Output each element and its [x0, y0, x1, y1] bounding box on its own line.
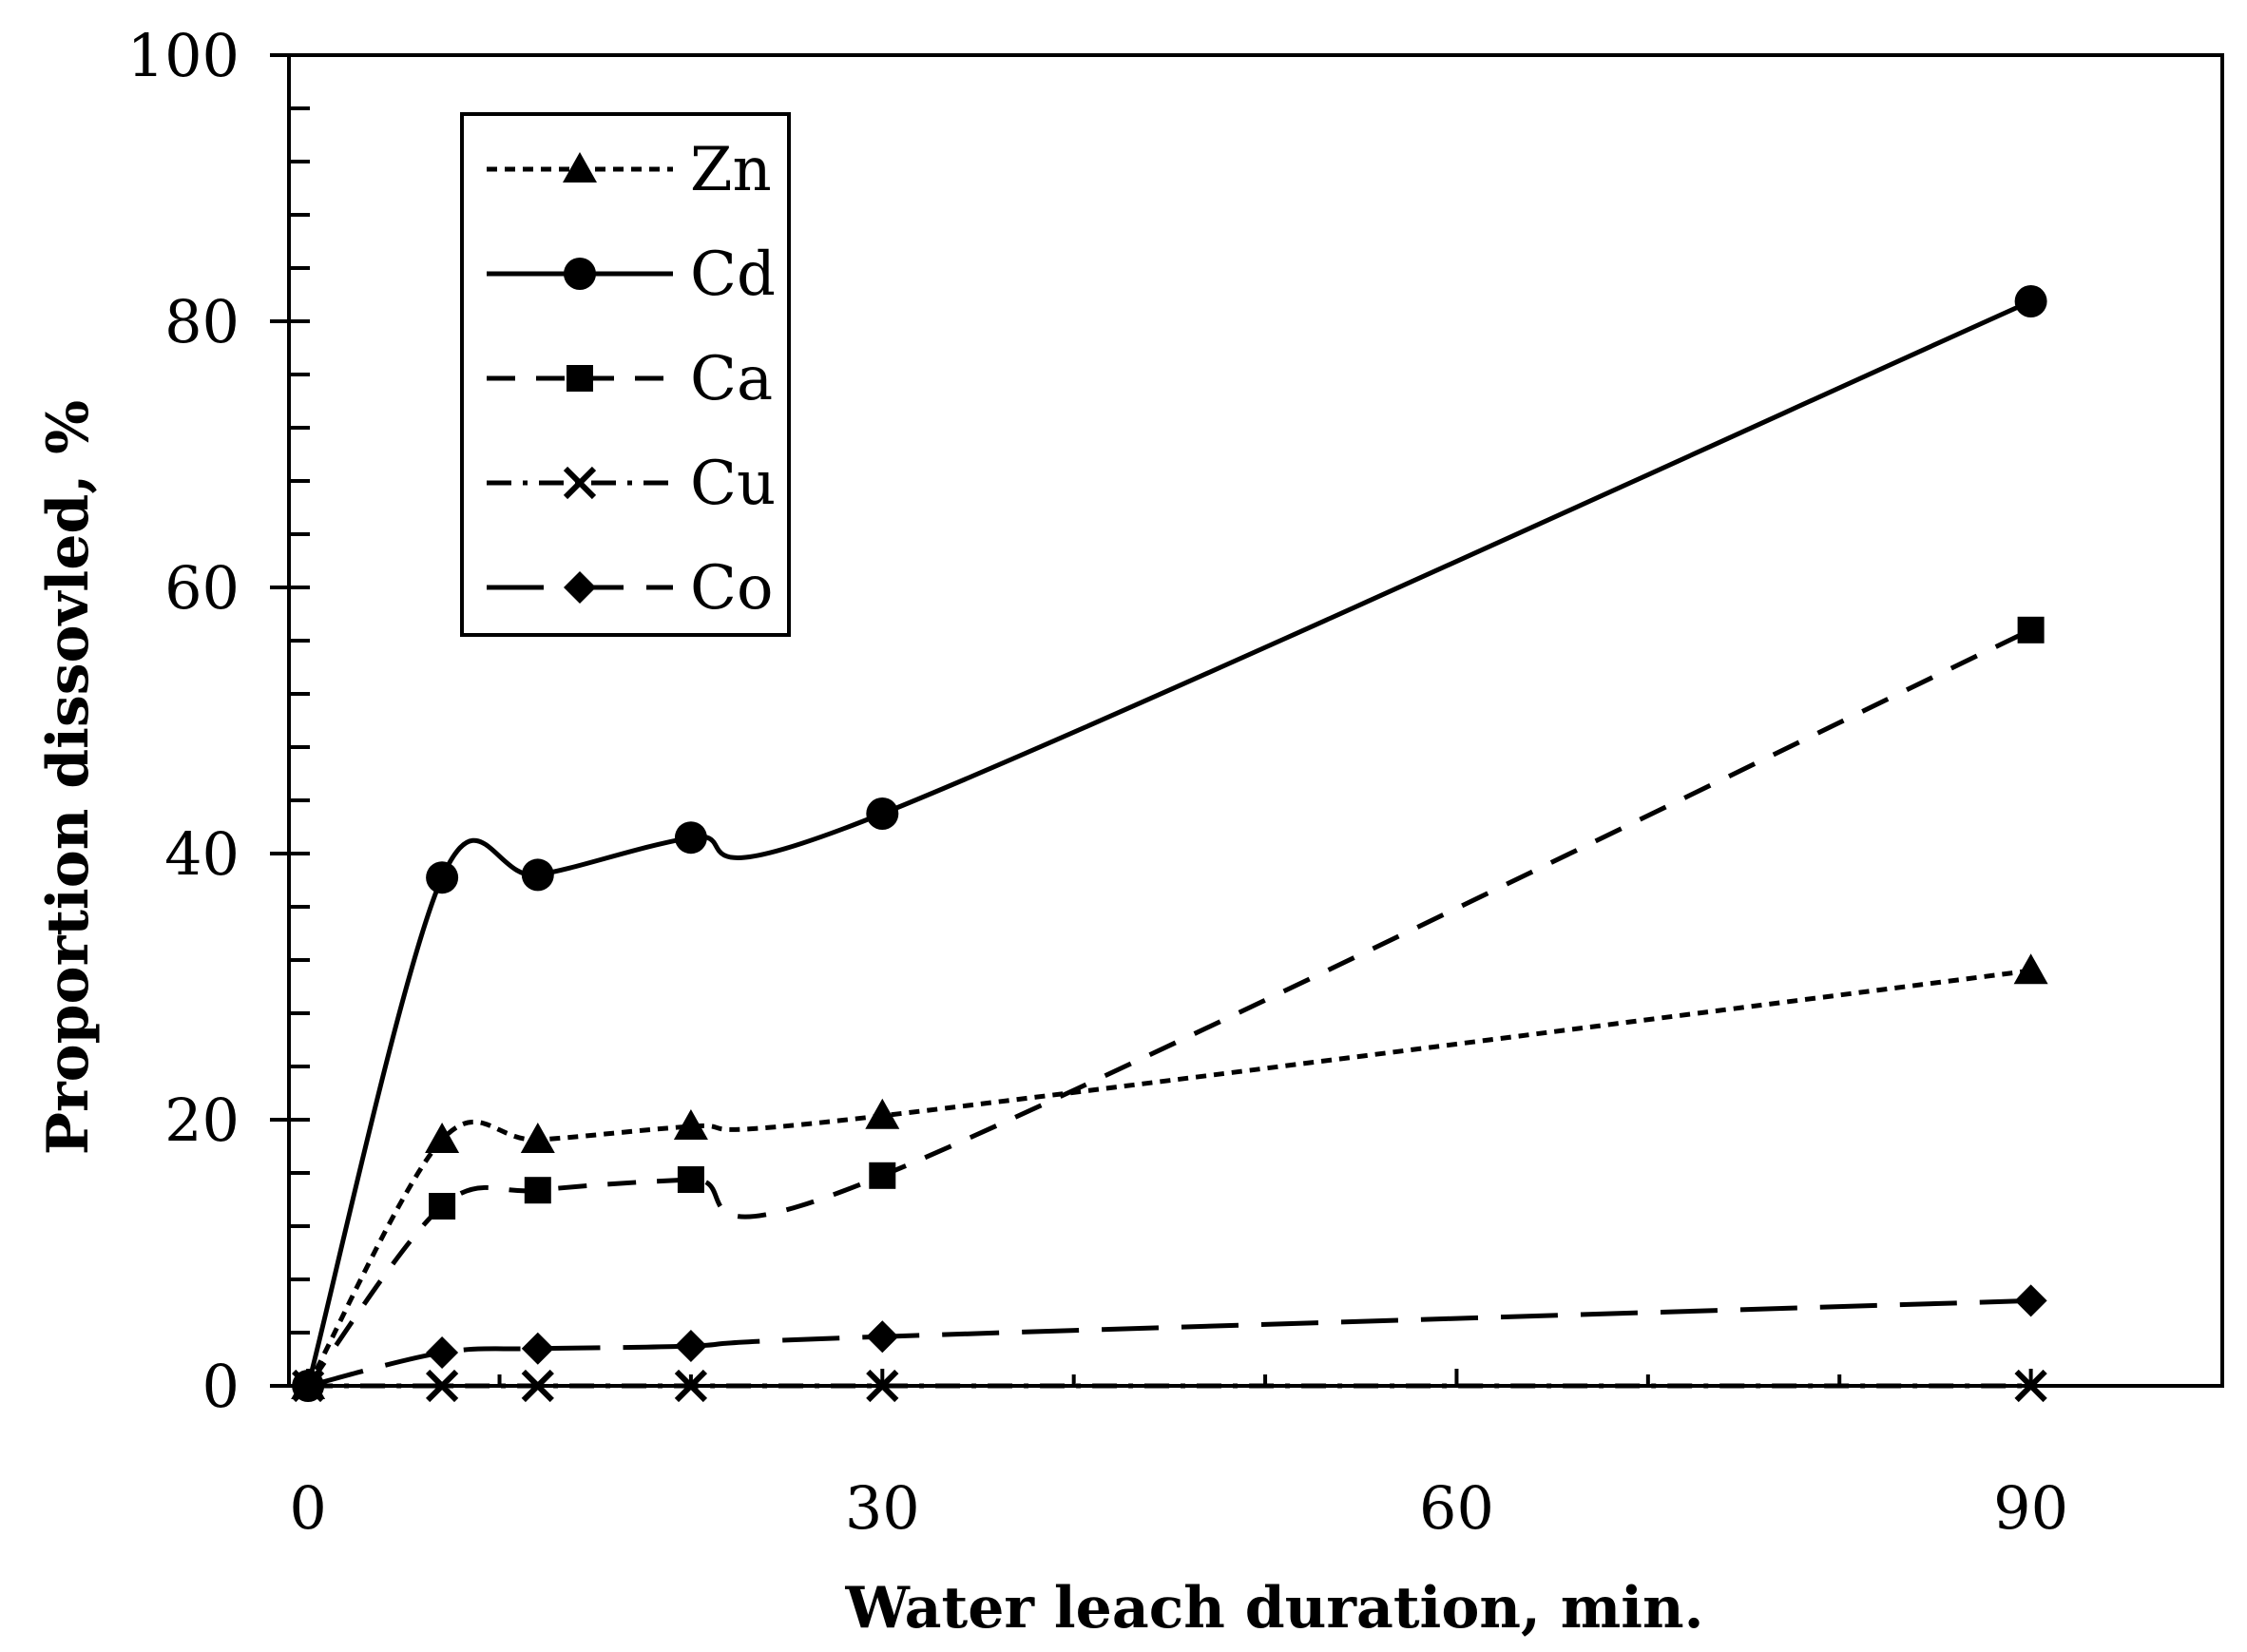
y-tick-label: 20 — [164, 1085, 240, 1155]
data-point-zn — [520, 1123, 555, 1153]
y-tick-label: 60 — [164, 553, 240, 623]
y-tick-label: 80 — [164, 287, 240, 356]
tick-labels: 0 30 60 90 0 20 40 60 80 100 — [127, 21, 2068, 1543]
data-point-co — [426, 1336, 459, 1369]
data-point-ca — [869, 1162, 896, 1189]
data-point-ca — [429, 1193, 456, 1220]
legend-label-ca: Ca — [690, 344, 773, 414]
series-markers — [291, 285, 2048, 1403]
legend-label-zn: Zn — [690, 135, 772, 205]
data-point-ca — [677, 1166, 704, 1193]
x-tick-label: 0 — [289, 1473, 326, 1543]
y-tick-label: 40 — [164, 819, 240, 889]
data-point-ca — [2017, 616, 2045, 644]
data-point-cd — [674, 821, 707, 855]
legend-label-co: Co — [690, 553, 774, 624]
data-point-zn — [425, 1123, 460, 1153]
series-line-co — [307, 1297, 2031, 1389]
data-point-cd — [426, 861, 459, 894]
data-point-co — [521, 1332, 554, 1365]
data-point-cd — [521, 858, 554, 892]
data-point-zn — [2013, 953, 2048, 985]
legend-marker-zn — [563, 152, 597, 182]
legend-marker-cd — [564, 258, 596, 290]
x-tick-label: 30 — [845, 1473, 920, 1543]
x-tick-label: 60 — [1419, 1473, 1494, 1543]
data-point-co — [866, 1320, 899, 1354]
y-axis-title: Proportion dissovled, % — [35, 400, 102, 1155]
y-tick-label: 0 — [202, 1352, 240, 1421]
y-tick-label: 100 — [127, 21, 240, 90]
data-point-cd — [2014, 285, 2047, 317]
legend-marker-cu — [563, 466, 597, 500]
legend-label-cd: Cd — [690, 240, 776, 310]
data-point-co — [2014, 1284, 2047, 1317]
data-point-cd — [866, 797, 899, 830]
data-point-co — [674, 1330, 707, 1362]
axis-ticks — [270, 53, 2033, 1388]
data-point-ca — [524, 1177, 551, 1204]
legend-box — [460, 112, 791, 637]
legend-label-cu: Cu — [690, 449, 776, 519]
legend-marker-ca — [567, 365, 593, 392]
data-point-zn — [865, 1098, 900, 1129]
legend-marker-co — [564, 571, 596, 604]
plot-area-frame — [287, 53, 2224, 1388]
legend: Zn Cd Ca Cu Co — [460, 112, 791, 637]
data-point-zn — [673, 1109, 708, 1140]
x-tick-label: 90 — [1993, 1473, 2068, 1543]
x-axis-title: Water leach duration, min. — [844, 1575, 1703, 1642]
